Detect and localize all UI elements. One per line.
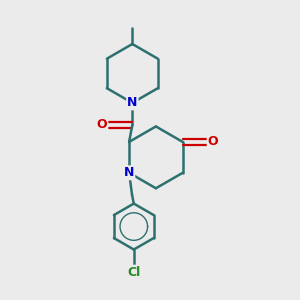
Text: O: O: [97, 118, 107, 131]
Text: N: N: [124, 166, 134, 179]
Text: Cl: Cl: [127, 266, 140, 279]
Text: O: O: [208, 135, 218, 148]
Text: N: N: [127, 96, 137, 110]
